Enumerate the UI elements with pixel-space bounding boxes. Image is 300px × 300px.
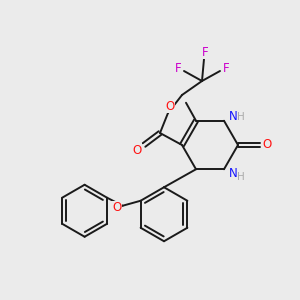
Text: O: O <box>165 100 175 112</box>
Text: O: O <box>112 201 121 214</box>
Text: O: O <box>262 139 272 152</box>
Text: N: N <box>229 167 237 180</box>
Text: H: H <box>237 112 245 122</box>
Text: O: O <box>132 143 142 157</box>
Text: H: H <box>237 172 245 182</box>
Text: F: F <box>175 61 181 74</box>
Text: N: N <box>229 110 237 123</box>
Text: F: F <box>202 46 208 59</box>
Text: F: F <box>223 61 229 74</box>
